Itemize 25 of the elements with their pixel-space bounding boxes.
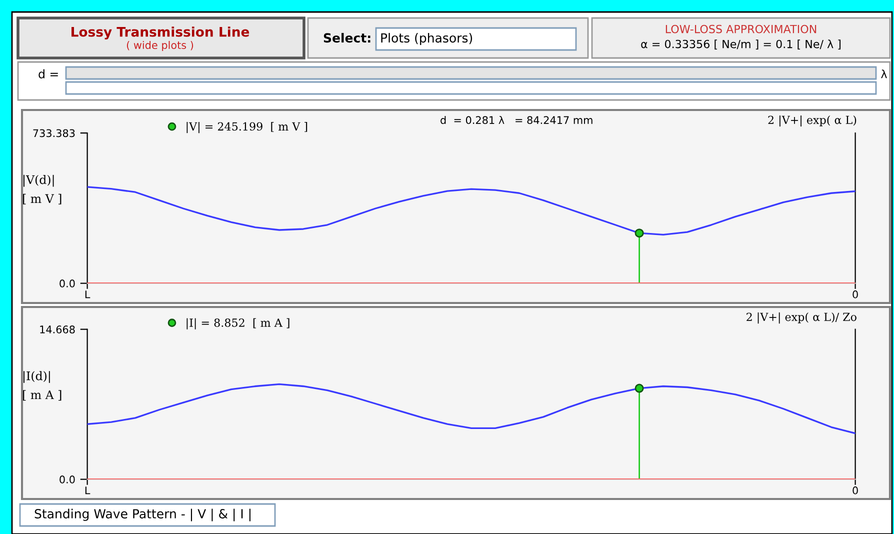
x-tick-label: L — [85, 486, 90, 494]
y-tick-label: 733.383 — [33, 129, 75, 138]
legend-label: |V| = 245.199 [ m V ] — [186, 122, 308, 134]
text: d = — [38, 69, 58, 78]
text: LOW-LOSS APPROXIMATION — [666, 24, 816, 34]
legend-label: |I| = 8.852 [ m A ] — [186, 318, 290, 330]
text: Plots (phasors) — [381, 32, 472, 46]
text: Lossy Transmission Line — [72, 26, 250, 40]
text: Standing Wave Pattern - | V | & | I | — [34, 508, 250, 522]
x-tick-label: 0 — [852, 486, 858, 494]
y-tick-label: 0.0 — [60, 476, 75, 484]
text: 2 |V+| exp( α L) — [768, 115, 856, 127]
line-series — [87, 383, 856, 434]
x-tick-label: 0 — [852, 290, 858, 298]
y-axis-title: |I(d)| [ m A ] — [23, 371, 62, 401]
x-tick-label: L — [85, 290, 90, 298]
text: ( wide plots ) — [126, 40, 194, 52]
y-axis-title: |V(d)| [ m V ] — [23, 174, 62, 204]
text: 2 |V+| exp( α L)/ Zo — [746, 312, 856, 324]
y-tick-label: 0.0 — [60, 280, 75, 288]
text: Select: — [324, 32, 370, 43]
text: α = 0.33356 [ Ne/m ] = 0.1 [ Ne/ λ ] — [641, 40, 841, 50]
text: d = 0.281 λ = 84.2417 mm — [440, 116, 592, 124]
text: λ — [881, 70, 887, 78]
y-tick-label: 14.668 — [40, 326, 75, 334]
